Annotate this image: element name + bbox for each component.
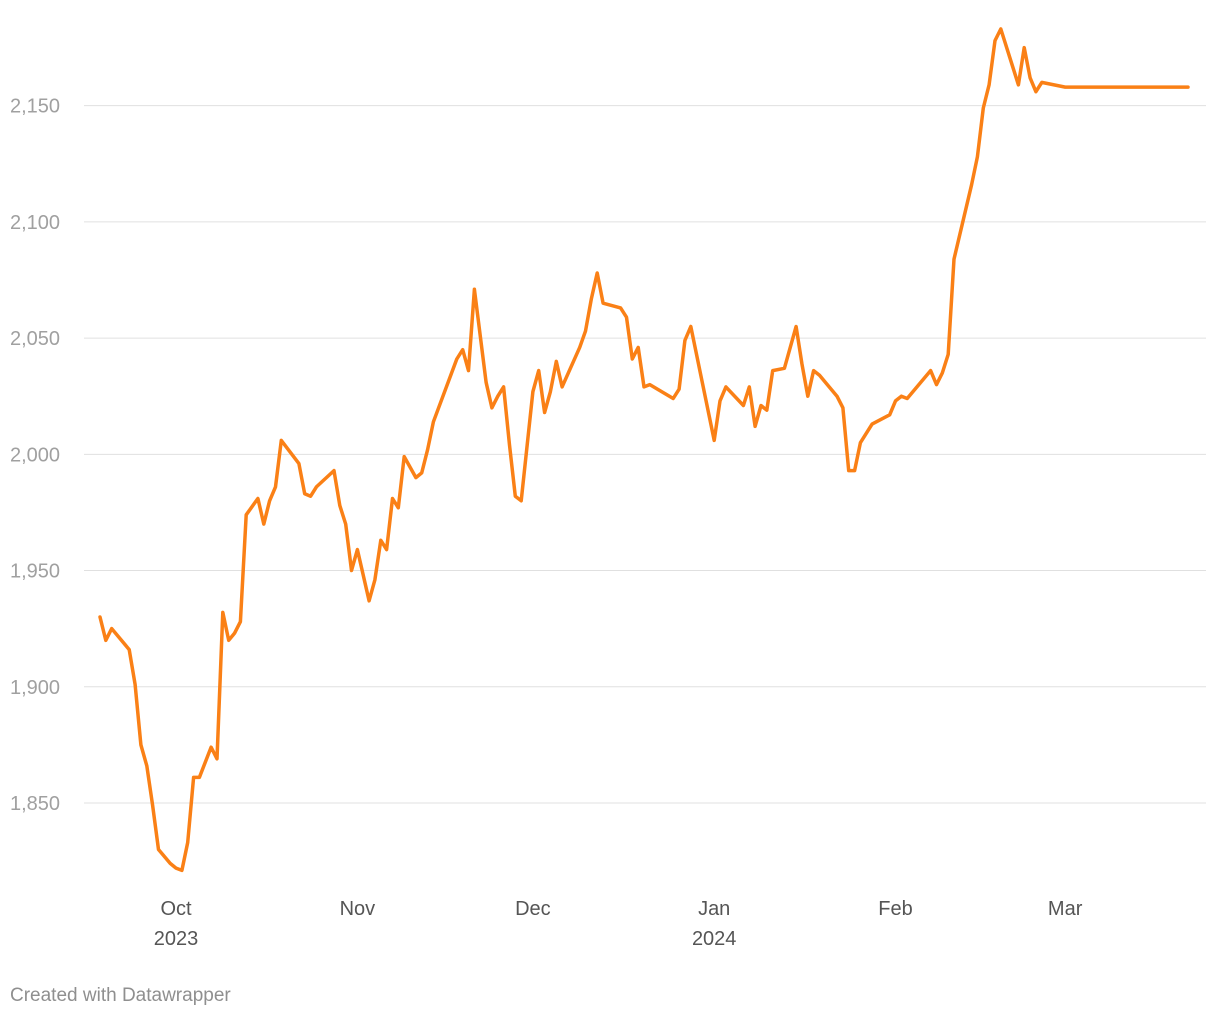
y-tick-label: 2,150 (10, 96, 60, 118)
line-chart: 1,850 1,900 1,950 2,000 2,050 2,100 2,150 Oct 2… (10, 27, 1206, 950)
x-tick-label: Dec (515, 898, 551, 920)
y-gridlines (84, 105, 1206, 804)
y-tick-label: 2,000 (10, 444, 60, 466)
x-tick-label: Jan (698, 898, 730, 920)
x-axis-ticks: Oct 2023 Nov Dec Jan 2024 Feb Mar (154, 898, 1083, 950)
x-tick-sublabel: 2023 (154, 928, 199, 950)
x-tick-label: Oct (160, 898, 192, 920)
y-tick-label: 1,900 (10, 677, 60, 699)
x-tick-label: Nov (340, 898, 376, 920)
y-axis-ticks: 1,850 1,900 1,950 2,000 2,050 2,100 2,150 (10, 96, 60, 815)
series-line (98, 27, 1190, 873)
credit-text: Created with Datawrapper (10, 985, 231, 1006)
x-tick-label: Feb (878, 898, 912, 920)
y-tick-label: 1,850 (10, 793, 60, 815)
x-tick-label: Mar (1048, 898, 1083, 920)
series-group (98, 27, 1190, 873)
y-tick-label: 1,950 (10, 561, 60, 583)
y-tick-label: 2,050 (10, 328, 60, 350)
x-tick-sublabel: 2024 (692, 928, 737, 950)
y-tick-label: 2,100 (10, 212, 60, 234)
